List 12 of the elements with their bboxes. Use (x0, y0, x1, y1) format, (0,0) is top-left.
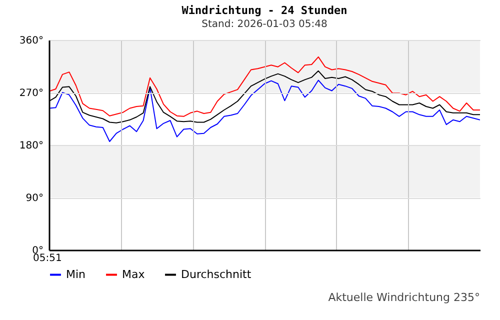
line-series (49, 56, 480, 117)
y-tick-label: 360° (19, 36, 44, 46)
legend-label: Max (122, 268, 146, 281)
legend-label: Min (66, 268, 86, 281)
y-tick-label: 180° (19, 140, 44, 152)
y-tick-label: 90° (26, 193, 44, 204)
line-series (49, 80, 480, 142)
chart-subtitle: Stand: 2026-01-03 05:48 (202, 19, 328, 30)
chart-title: Windrichtung - 24 Stunden (182, 4, 348, 17)
legend-label: Durchschnitt (181, 268, 252, 281)
text: Aktuelle Windrichtung 235° (328, 291, 480, 304)
y-tick-label: 270° (19, 88, 44, 99)
